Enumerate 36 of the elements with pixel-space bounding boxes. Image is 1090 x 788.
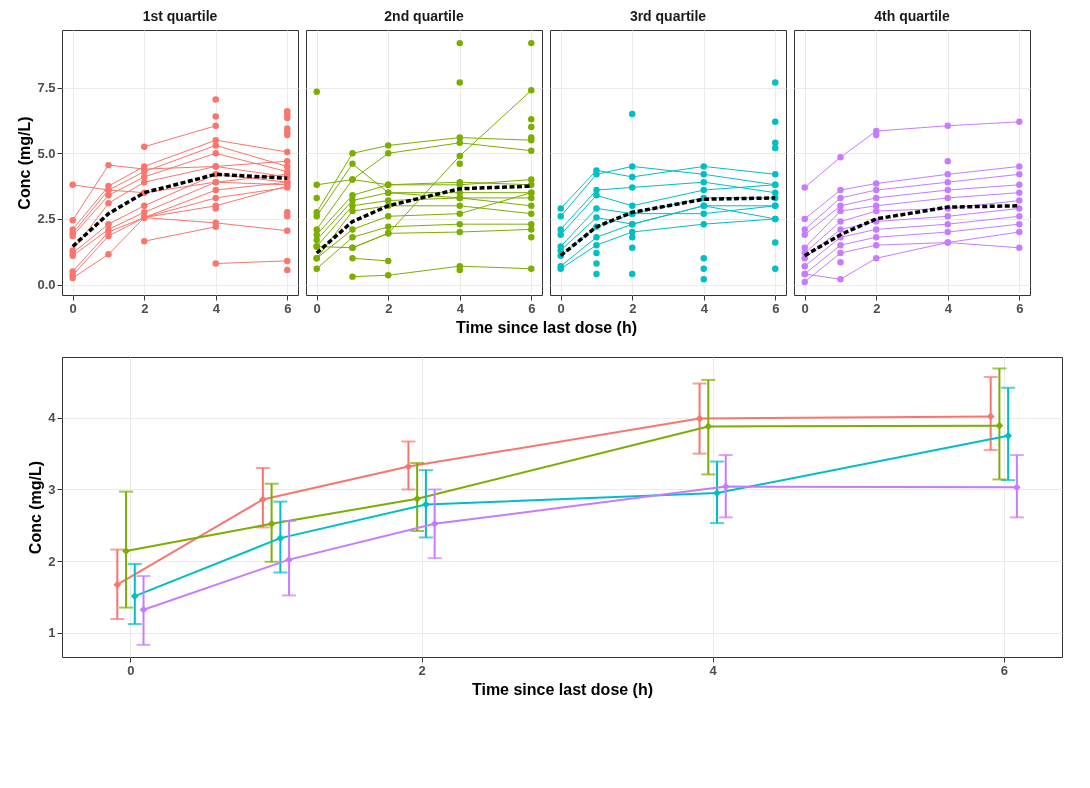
x-tick-label: 0 [801, 300, 809, 316]
x-tick-label: 2 [629, 300, 637, 316]
y-axis-title: Conc (mg/L) [27, 460, 45, 555]
y-tick-label: 2.5 [37, 211, 56, 227]
y-axis-title: Conc (mg/L) [16, 116, 34, 210]
x-tick-label: 0 [557, 300, 565, 316]
y-tick-label: 7.5 [37, 80, 56, 96]
y-tick-label: 3 [48, 481, 56, 497]
chart-title: 4th quartile [874, 8, 950, 24]
x-axis-title: Time since last dose (h) [455, 318, 638, 336]
x-tick-label: 2 [385, 300, 393, 316]
chart-title: 1st quartile [142, 8, 218, 24]
y-tick-label: 4 [48, 410, 57, 426]
x-tick-label: 4 [709, 662, 718, 678]
x-tick-label: 2 [141, 300, 149, 316]
x-axis-title: Time since last dose (h) [471, 680, 654, 698]
x-tick-label: 0 [69, 300, 77, 316]
chart-title: 3rd quartile [629, 8, 707, 24]
x-tick-label: 6 [1000, 662, 1008, 678]
x-tick-label: 6 [284, 300, 292, 316]
x-tick-label: 2 [873, 300, 881, 316]
x-tick-label: 4 [456, 300, 465, 316]
x-tick-label: 6 [528, 300, 536, 316]
x-tick-label: 4 [944, 300, 953, 316]
x-tick-label: 4 [212, 300, 221, 316]
y-tick-label: 1 [48, 625, 56, 641]
x-tick-label: 6 [1016, 300, 1024, 316]
x-tick-label: 0 [127, 662, 135, 678]
x-tick-label: 2 [418, 662, 426, 678]
y-tick-label: 5.0 [37, 145, 56, 161]
x-tick-label: 0 [313, 300, 321, 316]
chart-title: 2nd quartile [384, 8, 464, 24]
x-tick-label: 4 [700, 300, 709, 316]
y-tick-label: 0.0 [37, 277, 56, 292]
x-tick-label: 6 [772, 300, 780, 316]
y-tick-label: 2 [48, 553, 56, 569]
